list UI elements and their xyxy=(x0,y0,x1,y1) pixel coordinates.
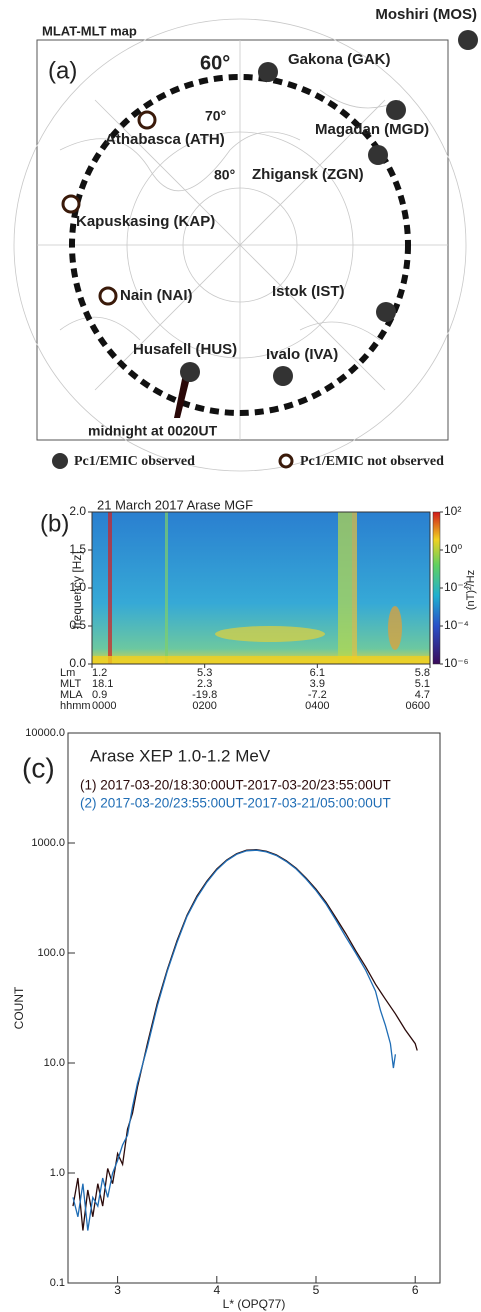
y-axis-label: COUNT xyxy=(12,986,26,1029)
panel-label: (b) xyxy=(40,510,69,537)
y-tick-label: 0.0 xyxy=(69,656,86,670)
x-tick-label: 0200 xyxy=(192,700,216,712)
x-tick-label: 18.1 xyxy=(92,678,113,690)
station-marker xyxy=(137,110,157,130)
station-label: Nain (NAI) xyxy=(120,287,193,304)
station-marker xyxy=(52,453,68,469)
station-label: Zhigansk (ZGN) xyxy=(252,166,364,183)
x-tick-label: -7.2 xyxy=(308,689,327,701)
x-tick-label: 5.1 xyxy=(415,678,430,690)
station-label: Moshiri (MOS) xyxy=(375,6,477,23)
legend-label: (1) 2017-03-20/18:30:00UT-2017-03-20/23:… xyxy=(80,778,391,793)
spectrogram-feature xyxy=(92,656,430,664)
chart-title: Arase XEP 1.0-1.2 MeV xyxy=(90,746,271,765)
y-tick-label: 100.0 xyxy=(37,947,65,959)
x-tick-label: 3.9 xyxy=(310,678,325,690)
station-marker xyxy=(98,286,118,306)
colorbar-tick-label: 10² xyxy=(444,504,461,518)
x-tick-label: 5 xyxy=(313,1283,320,1297)
spectrogram-feature xyxy=(165,512,168,664)
x-tick-label: 2.3 xyxy=(197,678,212,690)
colorbar-tick-label: 10⁰ xyxy=(444,542,462,556)
station-label: Gakona (GAK) xyxy=(288,51,391,68)
station-marker xyxy=(180,362,200,382)
x-tick-label: 6 xyxy=(412,1283,419,1297)
x-tick-label: 6.1 xyxy=(310,667,325,679)
station-marker xyxy=(61,194,81,214)
spectrogram-feature xyxy=(215,626,325,642)
y-tick-label: 0.5 xyxy=(69,618,86,632)
colorbar-tick-label: 10⁻⁶ xyxy=(444,656,469,670)
colorbar-tick-label: 10⁻² xyxy=(444,580,468,594)
y-tick-label: 1.0 xyxy=(50,1167,65,1179)
colorbar xyxy=(432,511,441,665)
tick-row-name: MLA xyxy=(60,689,83,701)
legend-label: Pc1/EMIC observed xyxy=(74,454,195,469)
y-tick-label: 10.0 xyxy=(44,1057,65,1069)
x-tick-label: 0000 xyxy=(92,700,116,712)
x-tick-label: 0600 xyxy=(406,700,430,712)
station-marker xyxy=(386,100,406,120)
station-marker xyxy=(458,30,478,50)
station-marker xyxy=(258,62,278,82)
boundary-circle xyxy=(69,74,411,416)
station-marker xyxy=(376,302,396,322)
x-tick-label: 1.2 xyxy=(92,667,107,679)
y-tick-label: 10000.0 xyxy=(25,727,65,739)
latitude-label: 80° xyxy=(214,167,235,183)
series-line xyxy=(72,849,418,1231)
station-label: Ivalo (IVA) xyxy=(266,346,338,363)
tick-row-name: hhmm xyxy=(60,700,91,712)
tick-row-name: Lm xyxy=(60,667,75,679)
y-tick-label: 1.0 xyxy=(69,580,86,594)
y-tick-label: 0.1 xyxy=(50,1277,65,1289)
x-tick-label: 5.8 xyxy=(415,667,430,679)
station-marker xyxy=(368,145,388,165)
spectrogram-feature xyxy=(352,512,357,664)
map-title: MLAT-MLT map xyxy=(42,23,137,38)
x-tick-label: 0.9 xyxy=(92,689,107,701)
legend-label: Pc1/EMIC not observed xyxy=(300,454,444,469)
series-line xyxy=(72,849,397,1231)
annotation: midnight at 0020UT xyxy=(88,423,218,439)
x-tick-label: 3 xyxy=(114,1283,121,1297)
x-tick-label: 5.3 xyxy=(197,667,212,679)
x-tick-label: 4.7 xyxy=(415,689,430,701)
panel-label: (c) xyxy=(22,752,55,783)
latitude-label: 70° xyxy=(205,108,226,124)
y-tick-label: 2.0 xyxy=(69,504,86,518)
y-tick-label: 1000.0 xyxy=(31,837,65,849)
y-tick-label: 1.5 xyxy=(69,542,86,556)
station-label: Athabasca (ATH) xyxy=(105,131,225,148)
map-grid xyxy=(13,18,467,472)
spectrogram-feature xyxy=(338,512,352,664)
station-label: Husafell (HUS) xyxy=(133,341,237,358)
x-tick-label: -19.8 xyxy=(192,689,217,701)
map-frame xyxy=(36,39,449,441)
station-label: Kapuskasing (KAP) xyxy=(76,213,215,230)
latitude-label: 60° xyxy=(200,52,230,74)
x-axis-label: L* (OPQ77) xyxy=(223,1297,286,1311)
x-tick-label: 4 xyxy=(213,1283,220,1297)
midnight-arrow xyxy=(174,374,190,418)
tick-row-name: MLT xyxy=(60,678,81,690)
plot-frame xyxy=(67,732,441,1284)
panel-label: (a) xyxy=(48,57,77,84)
y-axis-label: frequency [Hz] xyxy=(70,551,84,628)
spectrogram-feature xyxy=(388,606,402,650)
legend-label: (2) 2017-03-20/23:55:00UT-2017-03-21/05:… xyxy=(80,796,391,811)
colorbar-tick-label: 10⁻⁴ xyxy=(444,618,469,632)
x-tick-label: 0400 xyxy=(305,700,329,712)
station-marker xyxy=(273,366,293,386)
station-marker xyxy=(278,453,294,469)
station-label: Magadan (MGD) xyxy=(315,121,429,138)
chart-title: 21 March 2017 Arase MGF xyxy=(97,497,253,512)
station-label: Istok (IST) xyxy=(272,283,345,300)
spectrogram-feature xyxy=(108,512,112,664)
colorbar-label: (nT)²/Hz xyxy=(465,570,477,610)
